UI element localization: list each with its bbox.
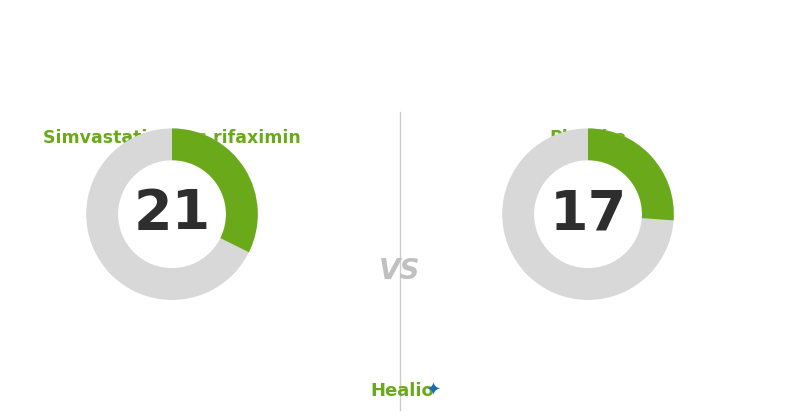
Circle shape: [535, 161, 641, 268]
Text: VS: VS: [379, 257, 421, 285]
Text: 21: 21: [134, 187, 210, 241]
Circle shape: [119, 161, 225, 268]
Text: ✦: ✦: [426, 381, 440, 399]
Text: Healio: Healio: [370, 383, 434, 400]
Wedge shape: [86, 129, 258, 300]
Text: Simvastatin plus rifaximin: Simvastatin plus rifaximin: [43, 129, 301, 147]
Text: Number of patients with decompensated cirrhosis who presented with at: Number of patients with decompensated ci…: [56, 26, 744, 44]
Wedge shape: [172, 129, 258, 252]
Wedge shape: [588, 129, 674, 221]
Text: least one episode of acute-on-chronic liver failure after treatment with:: least one episode of acute-on-chronic li…: [63, 67, 737, 85]
Text: 17: 17: [550, 187, 626, 241]
Wedge shape: [502, 129, 674, 300]
Text: Placebo: Placebo: [550, 129, 626, 147]
